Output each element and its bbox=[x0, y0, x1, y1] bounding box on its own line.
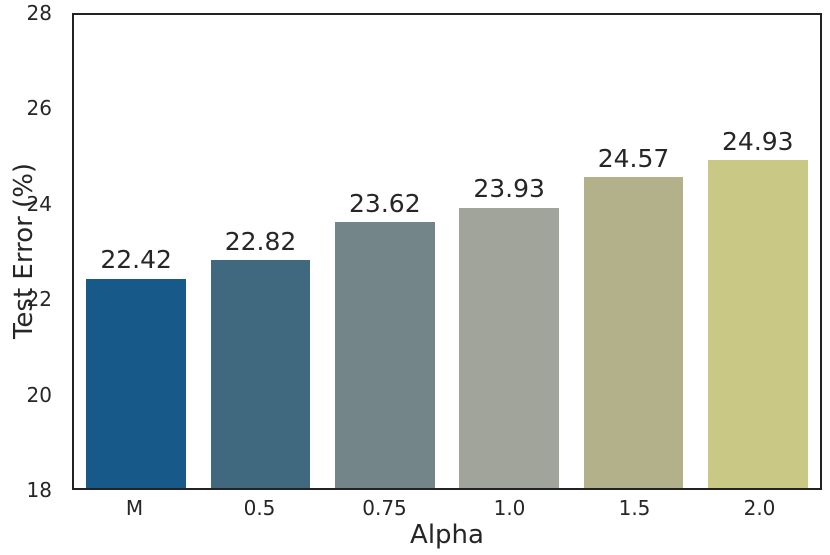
bar-slot: 24.57 bbox=[571, 15, 695, 488]
x-tick-label: M bbox=[125, 496, 144, 520]
bar-value-label: 22.42 bbox=[100, 245, 172, 275]
bar-value-label: 24.93 bbox=[722, 126, 794, 156]
x-tick-label: 1.0 bbox=[493, 496, 526, 520]
y-tick-label: 28 bbox=[26, 1, 52, 25]
bar-slot: 22.42 bbox=[74, 15, 198, 488]
x-tick-label: 0.75 bbox=[362, 496, 407, 520]
y-tick-label: 26 bbox=[26, 96, 52, 121]
bar-slot: 24.93 bbox=[696, 15, 820, 488]
bars-area: 22.42 22.82 23.62 23.93 24.57 24.93 bbox=[74, 15, 820, 488]
bar-value-label: 23.62 bbox=[349, 188, 421, 218]
bar bbox=[86, 278, 186, 488]
bar bbox=[459, 207, 559, 488]
bar-slot: 23.62 bbox=[323, 15, 447, 488]
bar-slot: 23.93 bbox=[447, 15, 571, 488]
bar bbox=[708, 160, 808, 488]
bar bbox=[210, 260, 311, 488]
bar bbox=[583, 177, 684, 488]
x-tick-label: 2.0 bbox=[743, 496, 776, 520]
bar-value-label: 24.57 bbox=[597, 143, 670, 173]
bar-value-label: 22.82 bbox=[224, 226, 297, 256]
x-tick-label: 0.5 bbox=[243, 496, 276, 520]
y-axis-ticks: 18 20 22 24 26 28 bbox=[0, 3, 62, 500]
y-tick-label: 20 bbox=[26, 382, 52, 407]
bar bbox=[335, 222, 435, 488]
y-tick-label: 18 bbox=[26, 478, 52, 502]
y-tick-label: 24 bbox=[26, 191, 52, 216]
x-tick-labels: M 0.5 0.75 1.0 1.5 2.0 bbox=[72, 496, 822, 520]
x-axis-title: Alpha bbox=[410, 520, 484, 550]
x-tick-label: 1.5 bbox=[618, 496, 651, 520]
plot-area: 22.42 22.82 23.62 23.93 24.57 24.93 bbox=[72, 13, 822, 490]
bar-slot: 22.82 bbox=[198, 15, 322, 488]
y-tick-label: 22 bbox=[26, 287, 52, 312]
bar-value-label: 23.93 bbox=[473, 174, 545, 204]
